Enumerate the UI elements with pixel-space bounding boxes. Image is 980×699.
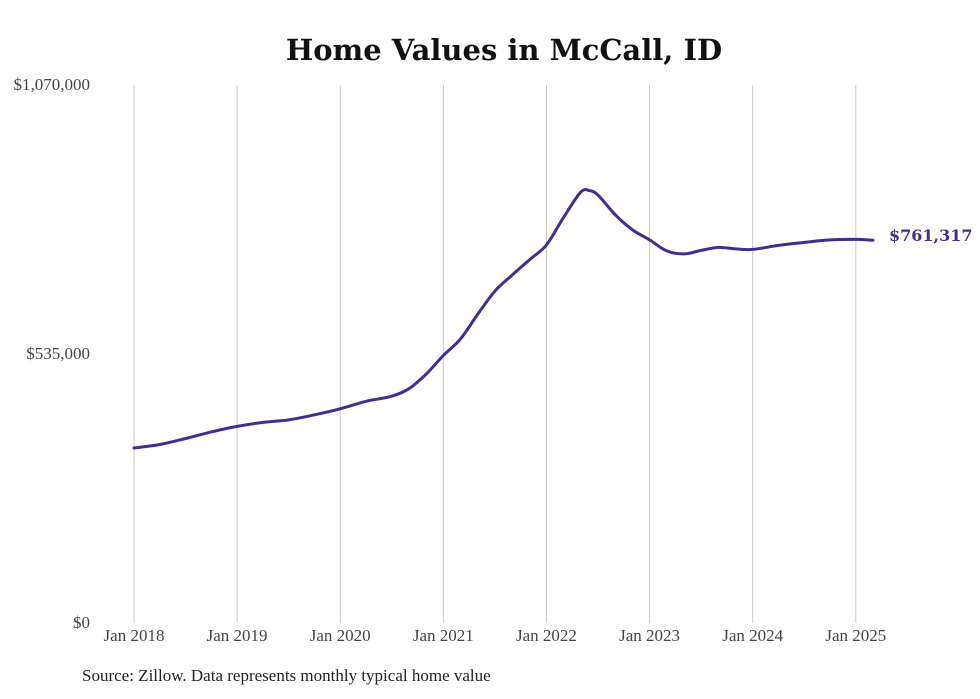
y-tick-label: $0	[73, 613, 90, 632]
x-tick-label: Jan 2025	[825, 626, 886, 645]
y-tick-label: $535,000	[26, 344, 90, 363]
x-tick-label: Jan 2023	[619, 626, 680, 645]
grid	[133, 85, 857, 623]
x-tick-label: Jan 2018	[104, 626, 165, 645]
series-end-label: $761,317	[889, 226, 973, 245]
y-tick-label: $1,070,000	[14, 75, 91, 94]
x-axis: Jan 2018 Jan 2019 Jan 2020 Jan 2021 Jan 2022…	[104, 626, 887, 645]
x-tick-label: Jan 2024	[722, 626, 783, 645]
series-line	[132, 188, 875, 450]
series-group: $761,317	[132, 188, 973, 450]
x-tick-label: Jan 2022	[516, 626, 577, 645]
y-axis: $0 $535,000 $1,070,000	[14, 75, 91, 632]
chart-title: Home Values in McCall, ID	[286, 33, 722, 67]
source-note: Source: Zillow. Data represents monthly …	[82, 666, 491, 685]
x-tick-label: Jan 2021	[413, 626, 474, 645]
x-tick-label: Jan 2019	[207, 626, 268, 645]
x-tick-label: Jan 2020	[310, 626, 371, 645]
